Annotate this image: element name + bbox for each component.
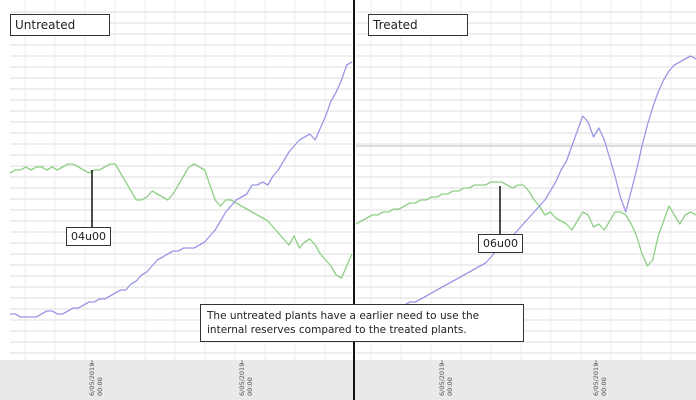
x-axis-band bbox=[0, 360, 696, 400]
series-layer bbox=[9, 55, 696, 318]
series-line-untreated-green bbox=[9, 163, 353, 279]
conclusion-note: The untreated plants have a earlier need… bbox=[200, 304, 524, 342]
series-line-treated-blue bbox=[356, 55, 696, 312]
x-tick-label-treated-1: 6/05/2019 00:00 bbox=[438, 362, 454, 396]
annotation-treated: 06u00 bbox=[478, 234, 523, 253]
x-tick-label-untreated-2: 6/05/2019 00:00 bbox=[238, 362, 254, 396]
x-tick-label-untreated-1: 6/05/2019 00:00 bbox=[88, 362, 104, 396]
conclusion-note-line-2: internal reserves compared to the treate… bbox=[207, 324, 467, 336]
panel-title-untreated: Untreated bbox=[10, 14, 110, 36]
series-line-treated-green bbox=[355, 181, 696, 267]
x-tick-label-treated-2: 6/05/2019 00:00 bbox=[592, 362, 608, 396]
panel-title-treated: Treated bbox=[368, 14, 468, 36]
conclusion-note-line-1: The untreated plants have a earlier need… bbox=[207, 310, 480, 322]
annotation-untreated: 04u00 bbox=[66, 227, 111, 246]
series-line-untreated-blue bbox=[10, 61, 353, 318]
background-layer bbox=[0, 360, 696, 400]
